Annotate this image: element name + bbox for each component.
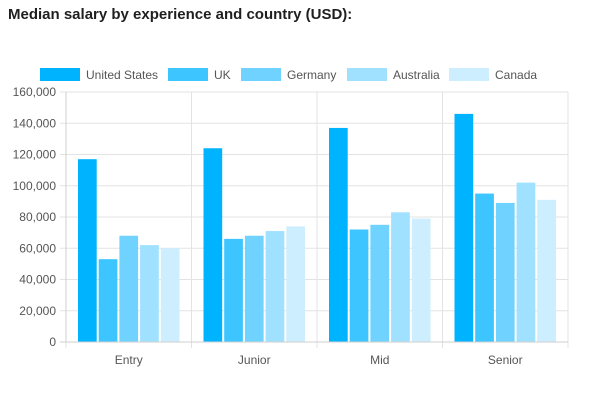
bar[interactable]: [454, 113, 474, 342]
bars: [78, 113, 556, 343]
legend-swatch[interactable]: [449, 68, 489, 81]
bar[interactable]: [495, 202, 515, 342]
legend-label[interactable]: Germany: [287, 68, 336, 82]
bar[interactable]: [537, 199, 556, 342]
y-tick-label: 140,000: [13, 116, 57, 130]
axes: 0 20,000 40,000 60,000 80,000 100,000 120,000 1…: [13, 85, 568, 367]
bar[interactable]: [140, 245, 159, 342]
legend-label[interactable]: United States: [86, 68, 158, 82]
bar[interactable]: [475, 193, 494, 342]
x-tick-label: Entry: [115, 353, 143, 367]
bar[interactable]: [516, 182, 536, 342]
y-tick-label: 120,000: [13, 148, 57, 162]
bar[interactable]: [78, 159, 97, 342]
bar[interactable]: [224, 238, 243, 342]
legend-label[interactable]: Canada: [495, 68, 537, 82]
x-tick-label: Junior: [238, 353, 271, 367]
y-tick-label: 60,000: [19, 241, 56, 255]
legend-label[interactable]: UK: [214, 68, 231, 82]
bar[interactable]: [391, 212, 410, 342]
bar[interactable]: [203, 148, 223, 342]
bar[interactable]: [329, 127, 348, 342]
legend-swatch[interactable]: [168, 68, 208, 81]
legend-label[interactable]: Australia: [393, 68, 440, 82]
bar[interactable]: [119, 235, 139, 342]
y-tick-label: 100,000: [13, 179, 57, 193]
y-tick-label: 80,000: [19, 210, 56, 224]
y-tick-label: 160,000: [13, 85, 57, 99]
legend[interactable]: United States UK Germany Australia Canada: [40, 68, 537, 82]
legend-swatch[interactable]: [241, 68, 281, 81]
bar[interactable]: [370, 224, 390, 342]
legend-swatch[interactable]: [347, 68, 387, 81]
y-tick-label: 0: [49, 335, 56, 349]
bar[interactable]: [265, 231, 285, 342]
bar[interactable]: [244, 235, 264, 342]
y-tick-label: 20,000: [19, 304, 56, 318]
legend-swatch[interactable]: [40, 68, 80, 81]
bar[interactable]: [286, 226, 305, 342]
page-title: Median salary by experience and country …: [8, 6, 353, 23]
bar[interactable]: [160, 248, 180, 342]
bar[interactable]: [98, 259, 118, 342]
x-tick-label: Senior: [488, 353, 523, 367]
y-tick-label: 40,000: [19, 273, 56, 287]
bar[interactable]: [411, 218, 431, 342]
x-tick-label: Mid: [370, 353, 389, 367]
bar[interactable]: [349, 229, 369, 343]
